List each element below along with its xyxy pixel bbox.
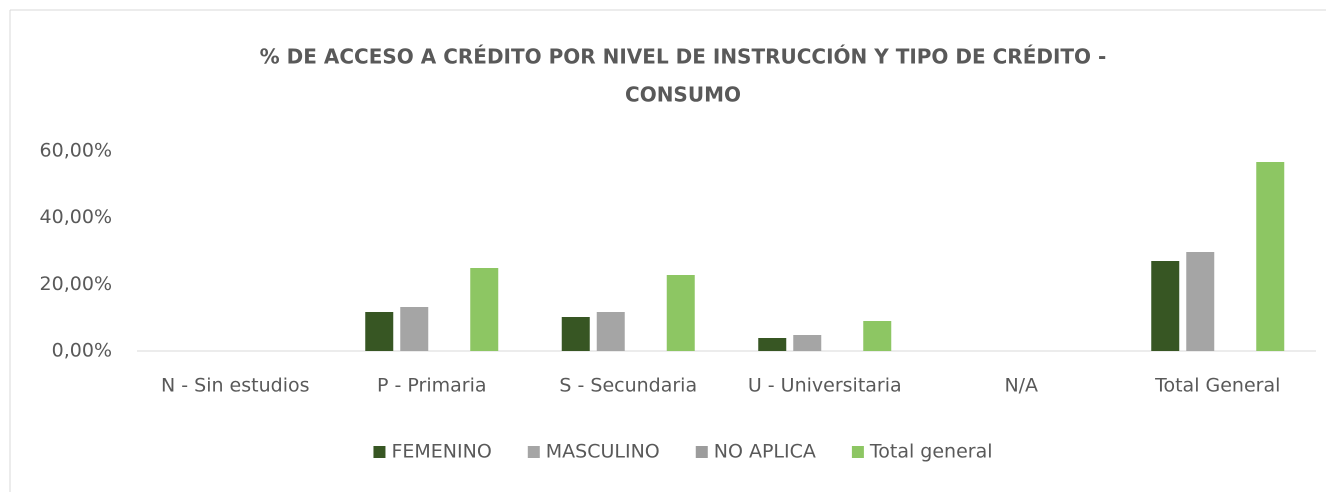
legend-label: NO APLICA	[714, 441, 816, 463]
y-tick-label: 40,00%	[40, 206, 112, 228]
bar	[561, 317, 590, 351]
bar	[400, 307, 429, 351]
bar	[1151, 261, 1180, 351]
bar	[365, 312, 394, 351]
legend-swatch	[527, 446, 540, 458]
bar	[470, 268, 499, 351]
bar	[666, 275, 695, 351]
bar	[793, 335, 822, 351]
legend-label: Total general	[869, 441, 993, 463]
x-tick-label: Total General	[1154, 375, 1280, 397]
legend-label: FEMENINO	[391, 441, 491, 463]
y-tick-label: 0,00%	[52, 340, 112, 362]
chart-title: CONSUMO	[625, 83, 741, 107]
x-tick-label: U - Universitaria	[748, 375, 902, 397]
x-tick-label: P - Primaria	[377, 375, 487, 397]
legend-label: MASCULINO	[546, 441, 660, 463]
x-tick-label: N - Sin estudios	[161, 375, 310, 397]
x-tick-label: N/A	[1004, 375, 1038, 397]
legend-swatch	[373, 446, 386, 458]
bar	[596, 312, 625, 351]
x-tick-label: S - Secundaria	[559, 375, 697, 397]
legend-swatch	[851, 446, 864, 458]
legend-swatch	[695, 446, 708, 458]
y-tick-label: 20,00%	[40, 273, 112, 295]
y-tick-label: 60,00%	[40, 140, 112, 162]
bar	[863, 321, 892, 351]
chart-title: % DE ACCESO A CRÉDITO POR NIVEL DE INSTR…	[260, 45, 1107, 69]
bar	[1186, 252, 1215, 351]
bar	[758, 338, 787, 351]
bar	[1256, 162, 1285, 351]
